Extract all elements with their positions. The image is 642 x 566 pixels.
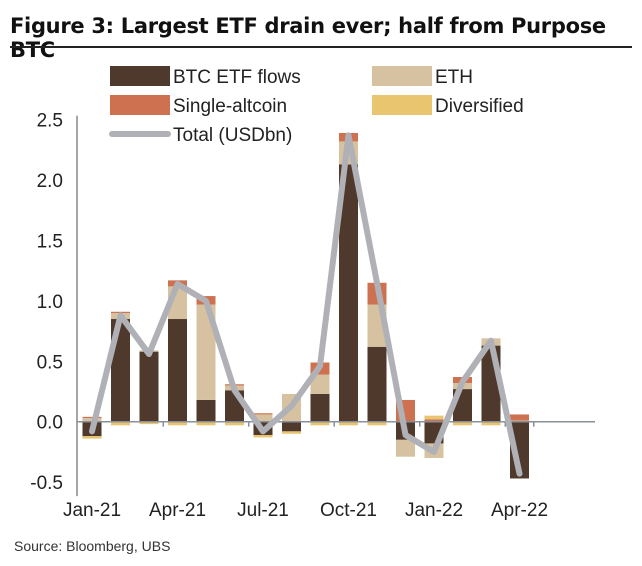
bar-diversified-Nov-21 <box>367 421 387 426</box>
legend-label: BTC ETF flows <box>173 67 301 88</box>
bar-diversified-Oct-21 <box>339 421 358 426</box>
bar-btc-etf-flows-Oct-21 <box>339 164 358 422</box>
x-tick-label: Apr-22 <box>491 500 548 521</box>
bar-btc-etf-flows-May-21 <box>196 399 216 422</box>
bar-diversified-Jun-21 <box>225 421 244 426</box>
legend-label: ETH <box>435 67 473 88</box>
bar-eth-Jul-21 <box>253 414 273 422</box>
legend-label: Single-altcoin <box>173 96 287 117</box>
y-tick-label: 2.0 <box>37 171 63 192</box>
bar-diversified-Jan-22 <box>424 415 444 420</box>
y-tick-label: 1.0 <box>37 292 63 313</box>
bar-diversified-Aug-21 <box>282 431 301 434</box>
legend-swatch <box>110 95 170 115</box>
x-tick-label: Jan-22 <box>405 500 463 521</box>
bar-diversified-Apr-21 <box>168 421 187 426</box>
bar-eth-Sep-21 <box>310 374 330 394</box>
legend-swatch <box>110 66 170 86</box>
bar-single-altcoin-Feb-21 <box>111 311 130 313</box>
bar-single-altcoin-Apr-22 <box>510 414 529 421</box>
bar-btc-etf-flows-Mar-21 <box>139 351 159 422</box>
bar-diversified-Feb-22 <box>453 421 472 426</box>
bar-diversified-May-21 <box>196 421 216 426</box>
bar-eth-May-21 <box>196 304 216 400</box>
legend-swatch <box>372 66 432 86</box>
legend-swatch <box>372 95 432 115</box>
x-tick-label: Jul-21 <box>237 500 289 521</box>
y-tick-label: 2.5 <box>37 111 63 132</box>
bar-diversified-Jul-21 <box>253 434 273 438</box>
bar-btc-etf-flows-Apr-21 <box>168 319 187 422</box>
title-rule <box>10 46 632 48</box>
y-tick-label: -0.5 <box>30 473 63 494</box>
x-tick-label: Apr-21 <box>149 500 206 521</box>
y-tick-label: 0.5 <box>37 352 63 373</box>
bar-eth-Dec-21 <box>396 439 415 457</box>
bar-btc-etf-flows-Sep-21 <box>310 393 330 422</box>
y-tick-label: 0.0 <box>37 413 63 434</box>
bar-diversified-Mar-22 <box>481 421 501 426</box>
y-tick-label: 1.5 <box>37 232 63 253</box>
bar-single-altcoin-Jul-21 <box>253 413 273 415</box>
bar-diversified-Jan-21 <box>82 436 102 439</box>
legend-label: Diversified <box>435 96 524 117</box>
legend-label: Total (USDbn) <box>173 125 292 146</box>
bar-diversified-Sep-21 <box>310 421 330 426</box>
bar-btc-etf-flows-Aug-21 <box>282 421 301 432</box>
total-line <box>89 132 523 477</box>
bar-diversified-Mar-21 <box>139 421 159 425</box>
bar-btc-etf-flows-Nov-21 <box>367 346 387 422</box>
bar-single-altcoin-Jan-21 <box>82 416 102 419</box>
source-note: Source: Bloomberg, UBS <box>14 538 171 554</box>
bar-single-altcoin-Jan-22 <box>424 419 444 422</box>
chart-title: Figure 3: Largest ETF drain ever; half f… <box>10 14 606 62</box>
x-tick-label: Jan-21 <box>63 500 121 521</box>
x-tick-label: Oct-21 <box>320 500 377 521</box>
bar-diversified-Feb-21 <box>111 421 130 426</box>
